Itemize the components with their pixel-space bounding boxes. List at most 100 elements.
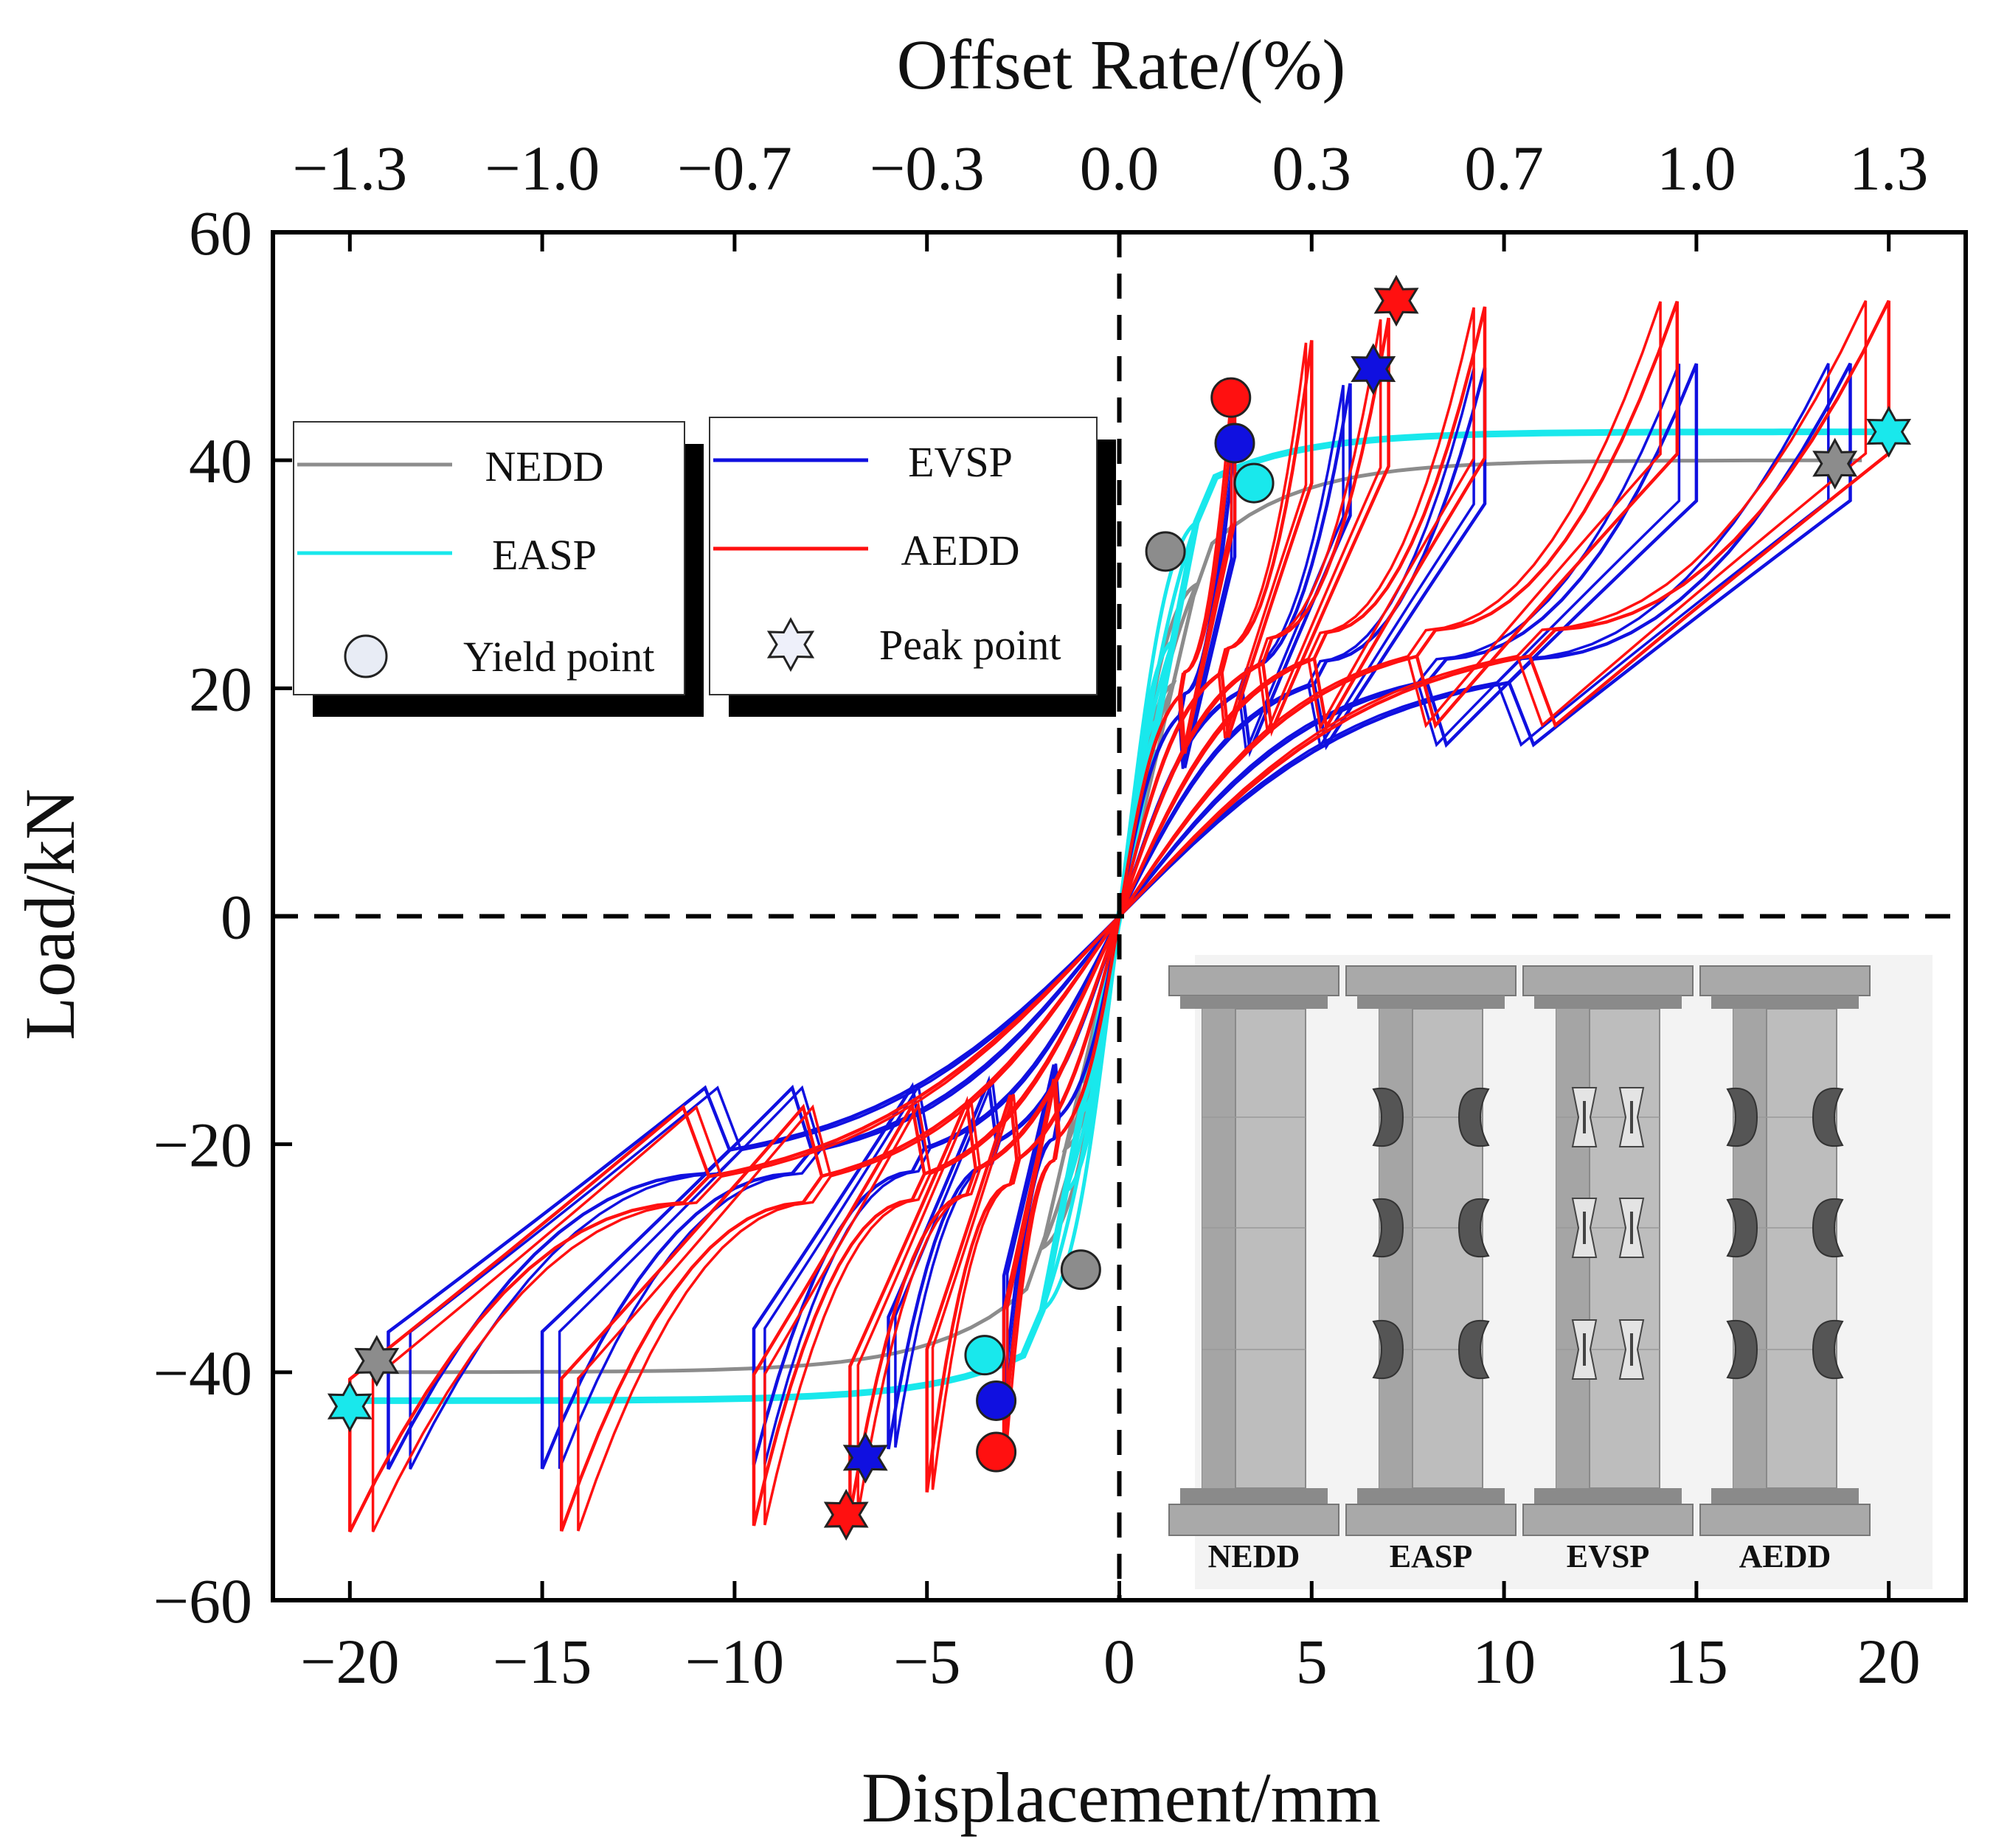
loop-repeat-aedd [931, 342, 1308, 1490]
arc-damper [1458, 1087, 1490, 1147]
y-tick-label: −40 [153, 1338, 252, 1408]
arc-damper [1372, 1198, 1404, 1258]
loop-repeat-aedd [577, 301, 1662, 1532]
loop-evsp [387, 362, 1852, 1470]
legend-yield-marker [344, 634, 388, 678]
reference-lines [273, 232, 1966, 1600]
inset-label: NEDD [1208, 1538, 1300, 1574]
y-tick-label: −60 [153, 1566, 252, 1636]
column-top-cap-shadow [1180, 996, 1328, 1009]
loop-aedd [559, 301, 1680, 1532]
legend-label: Peak point [879, 621, 1061, 669]
peak-point-easp [1866, 406, 1912, 458]
arc-damper [1726, 1319, 1758, 1380]
x-tick-label: 20 [1857, 1626, 1921, 1697]
yield-point-evsp [976, 1380, 1017, 1421]
arc-damper [1726, 1087, 1758, 1147]
peak-point-evsp [842, 1431, 888, 1484]
legend-box-1: NEDD EASP Yield point [293, 421, 704, 717]
column-base-shadow [1711, 1488, 1859, 1504]
inset-column-aedd: AEDD [1699, 965, 1871, 1574]
peak-point-easp [327, 1380, 372, 1433]
loop-repeat-aedd [856, 319, 1382, 1514]
y-tick-label: 0 [221, 882, 252, 953]
x2-tick-label: −1.0 [485, 133, 600, 204]
arc-damper [1812, 1319, 1844, 1380]
x2-tick-label: 0.3 [1272, 133, 1352, 204]
column-top-cap-shadow [1534, 996, 1682, 1009]
x2-tick-label: 0.7 [1464, 133, 1544, 204]
yield-point-easp [964, 1335, 1005, 1376]
x-tick-label: −20 [300, 1626, 400, 1697]
y-tick-label: 60 [189, 198, 252, 268]
yield-point-nedd [1060, 1249, 1101, 1291]
y-tick-label: −20 [153, 1110, 252, 1181]
column-inset-illustration: NEDD EASP EVSP AEDD [1168, 955, 1933, 1589]
column-base [1168, 1504, 1339, 1536]
legend-label: EASP [492, 531, 597, 579]
x2-tick-label: 1.3 [1849, 133, 1929, 204]
peak-point-nedd [354, 1335, 400, 1387]
column-base-shadow [1180, 1488, 1328, 1504]
x-tick-label: 15 [1665, 1626, 1728, 1697]
column-base [1345, 1504, 1517, 1536]
loop-aedd [848, 317, 1390, 1515]
y-tick-label: 40 [189, 425, 252, 496]
loop-repeat-aedd [371, 300, 1868, 1532]
peak-point-nedd [1812, 437, 1858, 490]
legend-peak-marker [766, 616, 815, 673]
legend-box-2: EVSP AEDD Peak point [709, 417, 1116, 717]
loop-repeat-aedd [1005, 395, 1233, 1438]
column-top-cap [1168, 965, 1339, 996]
column-top-cap [1345, 965, 1517, 996]
x2-tick-label: −0.7 [677, 133, 792, 204]
arc-damper [1372, 1319, 1404, 1380]
arc-damper [1812, 1198, 1844, 1258]
loop-repeat-evsp [763, 367, 1475, 1465]
loop-aedd [752, 306, 1487, 1526]
x2-tick-label: 0.0 [1080, 133, 1160, 204]
legend-label: EVSP [908, 438, 1013, 486]
x2-tick-label: −0.3 [870, 133, 985, 204]
x-tick-label: −5 [893, 1626, 961, 1697]
inset-column-easp: EASP [1345, 965, 1517, 1574]
x2-tick-label: −1.3 [292, 133, 407, 204]
x-tick-label: 10 [1472, 1626, 1536, 1697]
inset-label: EASP [1390, 1538, 1472, 1574]
arc-damper [1812, 1087, 1844, 1147]
yield-point-aedd [976, 1431, 1017, 1473]
column-top-cap [1699, 965, 1871, 996]
x2-tick-label: 1.0 [1657, 133, 1736, 204]
inset-column-evsp: EVSP [1522, 965, 1694, 1574]
yield-point-nedd [1145, 531, 1186, 572]
column-shaft-side [1202, 1009, 1235, 1488]
inset-label: AEDD [1739, 1538, 1831, 1574]
peak-point-aedd [823, 1488, 869, 1541]
x-tick-label: 0 [1103, 1626, 1135, 1697]
column-base [1522, 1504, 1694, 1536]
column-top-cap-shadow [1357, 996, 1505, 1009]
x-axis-label: Displacement/mm [862, 1758, 1381, 1837]
loop-repeat-evsp [1005, 441, 1233, 1392]
axes: −20 −15 −10 −5 0 5 10 15 20 −1.3 −1.0 −0.7 −0.3 0.0 0.… [153, 133, 1968, 1697]
arc-damper [1372, 1087, 1404, 1147]
arc-damper [1458, 1198, 1490, 1258]
y-tick-label: 20 [189, 653, 252, 724]
arc-damper [1458, 1319, 1490, 1380]
x-tick-label: −15 [493, 1626, 592, 1697]
loop-repeat-aedd [763, 307, 1475, 1526]
legend-label: Yield point [463, 633, 654, 681]
x-tick-label: 5 [1296, 1626, 1328, 1697]
column-base-shadow [1357, 1488, 1505, 1504]
peak-point-aedd [1373, 274, 1419, 327]
column-top-cap-shadow [1711, 996, 1859, 1009]
inset-column-nedd: NEDD [1168, 965, 1339, 1574]
legend: NEDD EASP Yield point EVSP AEDD Peak point [293, 417, 1116, 717]
legend-label: NEDD [485, 442, 603, 490]
column-base [1699, 1504, 1871, 1536]
yield-point-easp [1233, 462, 1275, 504]
column-top-cap [1522, 965, 1694, 996]
arc-damper [1726, 1198, 1758, 1258]
peak-point-evsp [1351, 343, 1396, 395]
